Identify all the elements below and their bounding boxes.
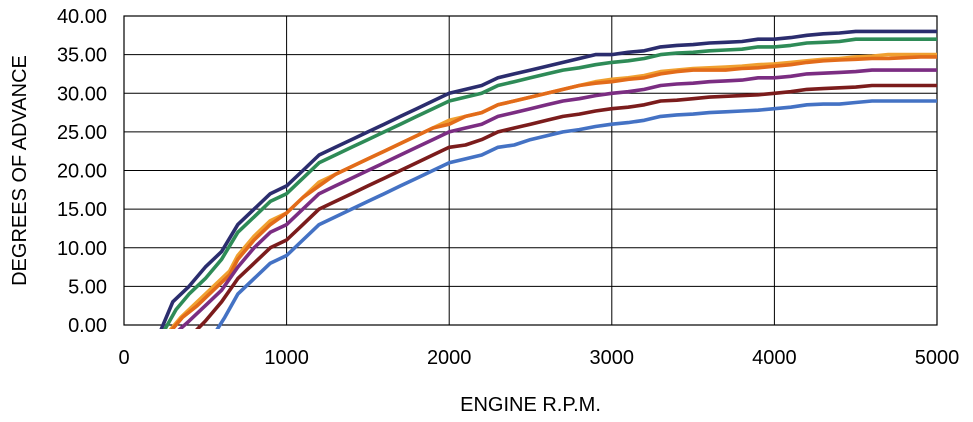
series-line-4: [170, 55, 937, 329]
series-line-2: [163, 37, 937, 329]
x-tick-label: 1000: [264, 347, 309, 369]
y-tick-label: 0.00: [68, 315, 107, 337]
x-axis-ticks: 0 1000 2000 3000 4000 5000: [118, 347, 959, 369]
series-line-6: [195, 83, 937, 329]
x-tick-label: 5000: [915, 347, 960, 369]
series-layer: [159, 29, 937, 329]
x-tick-label: 0: [118, 347, 129, 369]
y-tick-label: 15.00: [57, 199, 107, 221]
y-tick-label: 5.00: [68, 276, 107, 298]
plot-frame: [123, 15, 938, 326]
y-tick-label: 40.00: [57, 6, 107, 28]
x-tick-label: 3000: [590, 347, 635, 369]
y-tick-label: 35.00: [57, 45, 107, 67]
grid: [123, 15, 938, 326]
series-line-5: [177, 68, 937, 329]
y-tick-label: 30.00: [57, 83, 107, 105]
y-tick-label: 25.00: [57, 122, 107, 144]
y-axis-title: DEGREES OF ADVANCE: [9, 55, 31, 286]
series-line-1: [159, 29, 937, 329]
y-axis-ticks: 0.00 5.00 10.00 15.00 20.00 25.00 30.00 35.00 40…: [57, 6, 107, 337]
y-tick-label: 20.00: [57, 161, 107, 183]
series-line-7: [215, 99, 937, 329]
x-tick-label: 4000: [752, 347, 797, 369]
y-tick-label: 10.00: [57, 238, 107, 260]
x-tick-label: 2000: [427, 347, 472, 369]
x-axis-title: ENGINE R.P.M.: [460, 394, 601, 416]
